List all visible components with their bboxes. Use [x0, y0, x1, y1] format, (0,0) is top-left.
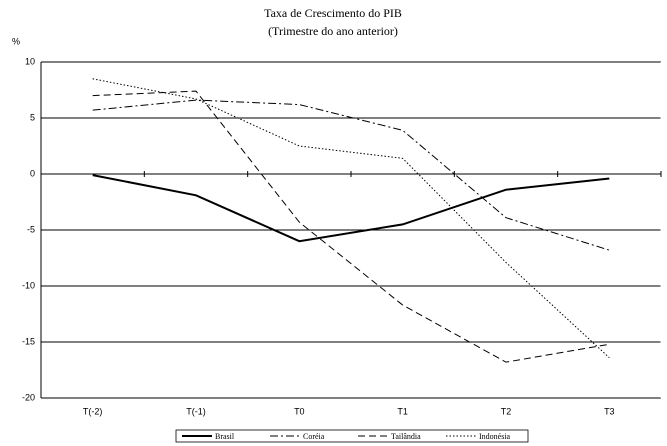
y-axis-label: %	[12, 36, 20, 46]
legend-label: Brasil	[215, 432, 235, 441]
x-tick-label: T1	[397, 406, 408, 416]
series-line	[92, 90, 610, 363]
series-line	[92, 99, 610, 251]
series-line	[92, 78, 610, 359]
x-tick-label: T2	[501, 406, 512, 416]
series-line	[92, 174, 610, 243]
legend-label: Indonésia	[479, 432, 511, 441]
chart-title: Taxa de Crescimento do PIB	[264, 6, 402, 20]
y-tick-label: 5	[30, 112, 35, 122]
chart-subtitle: (Trimestre do ano anterior)	[268, 24, 398, 38]
legend-label: Coréia	[303, 432, 325, 441]
y-tick-label: -5	[27, 224, 35, 234]
legend-label: Tailândia	[391, 432, 421, 441]
y-tick-label: -10	[22, 280, 35, 290]
x-tick-label: T3	[604, 406, 615, 416]
y-tick-label: 10	[25, 56, 35, 66]
legend-box	[175, 429, 529, 443]
x-tick-label: T(-2)	[83, 406, 103, 416]
x-tick-label: T(-1)	[186, 406, 206, 416]
y-tick-label: 0	[30, 168, 35, 178]
x-tick-label: T0	[294, 406, 305, 416]
y-tick-label: -20	[22, 392, 35, 402]
y-tick-label: -15	[22, 336, 35, 346]
